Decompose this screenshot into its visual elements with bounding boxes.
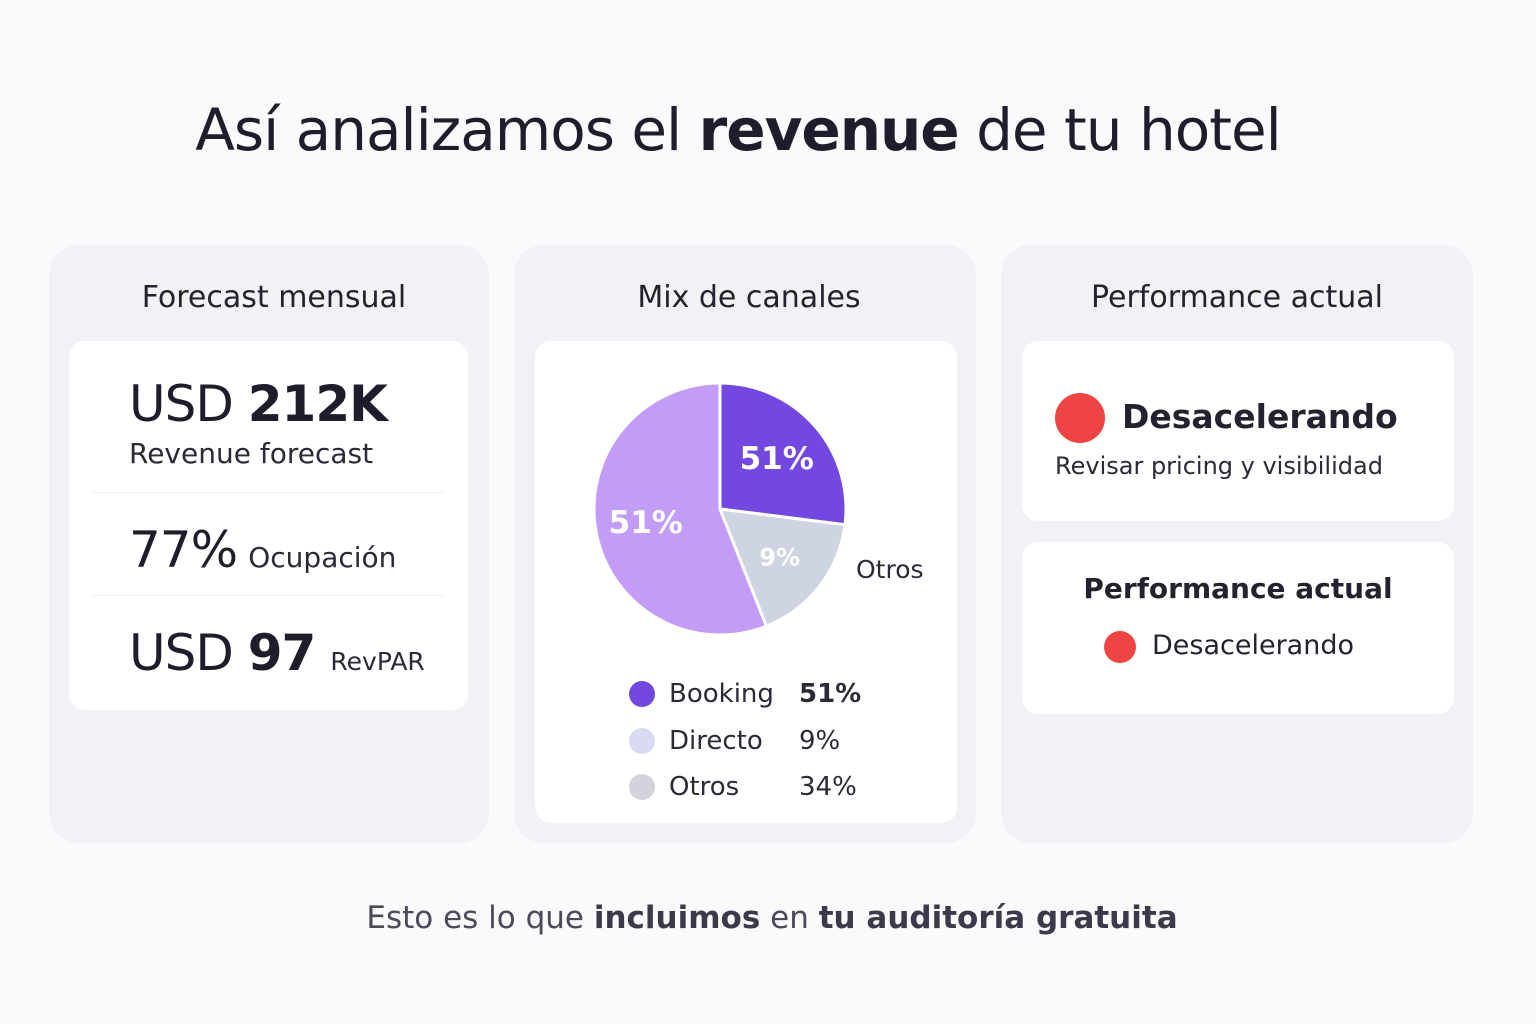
status-label: Desacelerando: [1122, 397, 1398, 436]
pie-data-label: 9%: [759, 543, 800, 571]
divider: [93, 595, 444, 596]
legend-value: 9%: [799, 726, 841, 756]
pie-slice-otros: [592, 381, 769, 637]
occupancy-metric: 77% Ocupación: [129, 521, 396, 579]
forecast-card-title: Forecast mensual: [141, 280, 407, 315]
occupancy-value: 77%: [129, 521, 238, 579]
legend-item-booking: Booking 51%: [629, 679, 861, 709]
legend-swatch: [629, 774, 655, 800]
legend-item-otros: Otros 34%: [629, 772, 857, 802]
page-title: Así analizamos el revenue de tu hotel: [195, 96, 1282, 164]
status-hint: Revisar pricing y visibilidad: [1055, 452, 1383, 480]
footer-caption: Esto es lo que incluimos en tu auditoría…: [366, 900, 1178, 936]
performance-card-title: Performance actual: [1090, 280, 1384, 315]
pie-data-label: 51%: [740, 441, 814, 477]
channels-card-title: Mix de canales: [637, 280, 861, 315]
revpar-metric: USD 97 RevPAR: [129, 624, 425, 682]
legend-label: Otros: [669, 772, 740, 802]
legend-swatch: [629, 681, 655, 707]
status-dot-icon: [1055, 393, 1105, 443]
legend-value: 34%: [799, 772, 857, 802]
status-dot-icon: [1104, 631, 1136, 663]
legend-item-directo: Directo 9%: [629, 726, 840, 756]
legend-label: Booking: [669, 679, 774, 709]
performance-status-panel: Desacelerando Revisar pricing y visibili…: [1022, 341, 1454, 521]
secondary-title: Performance actual: [1083, 572, 1393, 605]
pie-outside-label: Otros: [856, 555, 924, 584]
legend-swatch: [629, 728, 655, 754]
revenue-label: Revenue forecast: [129, 437, 374, 470]
performance-secondary-panel: Performance actual Desacelerando: [1022, 542, 1454, 714]
occupancy-label: Ocupación: [248, 541, 397, 574]
pie-slice-booking: [718, 381, 848, 527]
pie-data-label: 51%: [609, 505, 683, 541]
channels-chart-panel: 51% 9% 51% Otros Booking 51% Directo 9% Ot…: [535, 341, 957, 823]
divider: [93, 492, 444, 493]
legend-label: Directo: [669, 726, 763, 756]
pie-slice-directo: [717, 507, 847, 629]
channel-pie-chart: 51% 9% 51% Otros: [592, 381, 924, 637]
forecast-metrics-panel: USD 212K Revenue forecast 77% Ocupación …: [69, 341, 468, 710]
revpar-value: USD 97: [129, 624, 316, 682]
revenue-value: USD 212K: [129, 375, 388, 433]
legend-value: 51%: [799, 679, 862, 709]
revpar-label: RevPAR: [330, 647, 425, 676]
secondary-status: Desacelerando: [1152, 630, 1354, 661]
